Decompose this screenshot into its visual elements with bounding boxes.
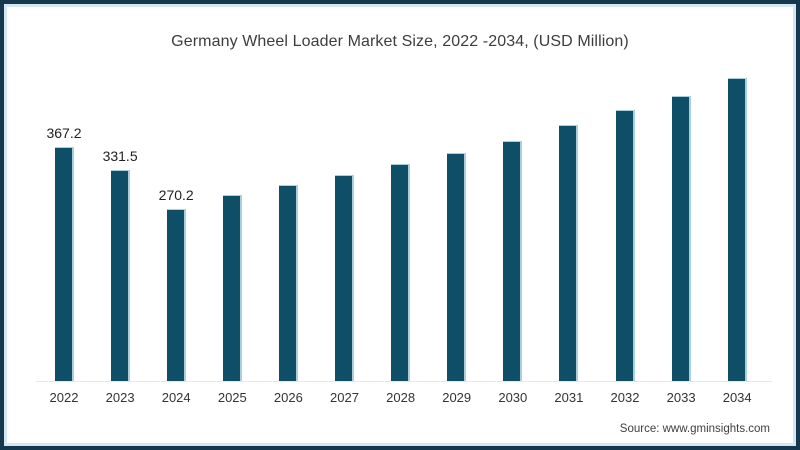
data-label-2022: 367.2 [46,125,82,141]
x-tick-2030: 2030 [498,390,528,405]
bar-2026 [278,185,298,381]
bar-2024 [166,209,186,381]
bar-2023 [110,170,130,381]
plot-area: 2022 367.2 2023 331.5 2024 270.2 2025 2026 2027 2… [4,4,796,405]
x-tick-2022: 2022 [49,390,79,405]
x-tick-2024: 2024 [161,390,191,405]
x-tick-2029: 2029 [442,390,472,405]
x-tick-2023: 2023 [105,390,135,405]
x-tick-2026: 2026 [273,390,303,405]
x-tick-2027: 2027 [330,390,359,405]
bar-2033 [671,96,691,381]
bar-2025 [222,195,242,381]
x-tick-2031: 2031 [554,390,584,405]
bar-2028 [391,164,411,381]
data-label-2024: 270.2 [158,187,194,203]
bar-2022 [54,147,74,381]
source-credit: Source: www.gminsights.com [619,423,770,435]
x-tick-2032: 2032 [610,390,640,405]
chart-title: Germany Wheel Loader Market Size, 2022 -… [171,33,629,50]
x-tick-2033: 2033 [666,390,696,405]
bar-2029 [447,153,467,381]
x-tick-2028: 2028 [386,390,416,405]
bar-2034 [727,78,747,381]
bar-2027 [335,175,354,381]
x-tick-2025: 2025 [217,390,247,405]
bar-2031 [559,125,579,381]
data-label-2023: 331.5 [102,148,138,164]
bar-2032 [615,110,635,381]
x-tick-2034: 2034 [722,390,752,405]
x-axis-line [36,381,772,382]
bar-2030 [503,141,523,381]
